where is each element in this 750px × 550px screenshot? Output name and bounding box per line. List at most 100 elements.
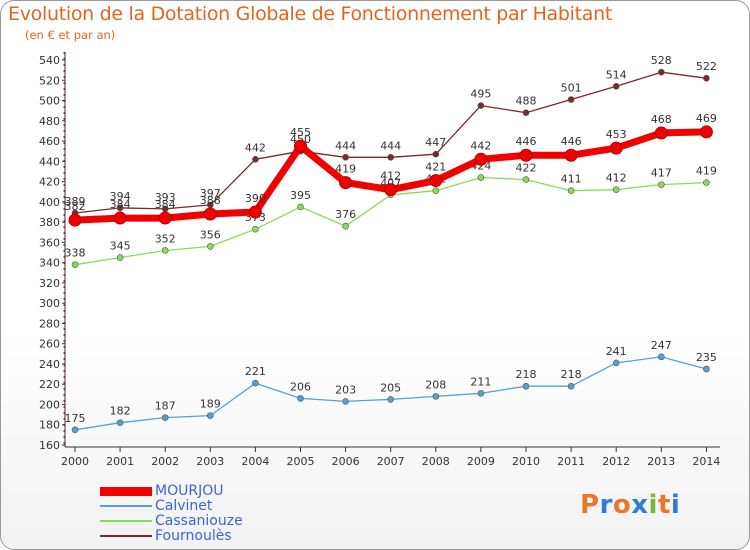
data-point: [387, 396, 395, 403]
data-label: 345: [110, 240, 131, 253]
data-label: 352: [155, 232, 176, 245]
data-label: 205: [380, 381, 401, 394]
data-point: [248, 205, 262, 219]
data-label: 388: [200, 194, 221, 207]
legend-label: Fournoulès: [155, 528, 232, 544]
data-point: [477, 102, 485, 109]
logo-letter: i: [648, 490, 658, 520]
data-point: [158, 211, 172, 225]
data-point: [522, 176, 530, 183]
data-label: 384: [110, 198, 131, 211]
data-label: 382: [65, 200, 86, 213]
data-point: [432, 150, 440, 158]
data-label: 189: [200, 398, 221, 411]
y-tick-label: 460: [39, 135, 60, 148]
y-tick-label: 400: [39, 196, 60, 209]
x-tick-label: 2004: [241, 455, 269, 468]
data-label: 495: [470, 88, 491, 101]
data-point: [609, 141, 623, 155]
legend-swatch: [100, 520, 152, 522]
data-label: 208: [425, 378, 446, 391]
data-point: [384, 183, 398, 197]
data-label: 455: [290, 126, 311, 139]
data-point: [612, 186, 620, 193]
data-point: [342, 222, 349, 230]
data-label: 206: [290, 380, 311, 393]
data-point: [474, 152, 488, 166]
data-point: [432, 187, 440, 194]
data-point: [703, 365, 710, 373]
data-point: [522, 382, 530, 390]
data-label: 447: [425, 136, 446, 149]
chart-title: Evolution de la Dotation Globale de Fonc…: [8, 3, 613, 25]
data-point: [657, 181, 665, 188]
data-point: [567, 96, 575, 103]
data-label: 235: [696, 351, 717, 364]
y-tick-label: 500: [39, 95, 60, 108]
y-tick-label: 440: [39, 155, 60, 168]
data-label: 417: [651, 167, 672, 180]
data-point: [477, 390, 485, 397]
data-label: 442: [245, 141, 266, 154]
data-label: 389: [65, 195, 86, 208]
x-tick-label: 2005: [287, 455, 315, 468]
data-point: [612, 83, 620, 90]
legend-swatch: [100, 505, 152, 507]
x-tick-label: 2014: [692, 455, 720, 468]
data-point: [342, 398, 349, 405]
data-label: 501: [561, 82, 582, 95]
data-label: 444: [380, 139, 401, 152]
data-label: 453: [606, 128, 627, 141]
proxiti-logo: Proxiti: [580, 490, 680, 520]
data-label: 241: [606, 345, 627, 358]
data-point: [294, 139, 307, 153]
y-tick-label: 520: [39, 74, 60, 87]
data-label: 394: [110, 190, 131, 203]
data-label: 376: [335, 208, 356, 221]
data-label: 446: [516, 135, 537, 148]
data-label: 468: [651, 113, 672, 126]
x-tick-label: 2002: [151, 455, 179, 468]
logo-letter: P: [580, 490, 600, 520]
legend-swatch: [100, 535, 152, 537]
data-label: 514: [606, 68, 627, 81]
x-tick-label: 2013: [647, 455, 675, 468]
data-label: 211: [470, 375, 491, 388]
y-tick-label: 540: [39, 54, 60, 67]
data-label: 444: [335, 139, 356, 152]
data-point: [477, 174, 485, 181]
y-tick-label: 280: [39, 317, 60, 330]
data-point: [252, 225, 259, 233]
legend-item: MOURJOU: [100, 483, 300, 499]
x-tick-label: 2003: [196, 455, 224, 468]
data-point: [297, 203, 304, 211]
data-label: 528: [651, 54, 672, 67]
data-point: [703, 74, 710, 82]
logo-letter: t: [657, 490, 671, 520]
data-point: [161, 247, 169, 254]
x-tick-label: 2001: [106, 455, 134, 468]
data-point: [429, 174, 443, 188]
data-label: 419: [335, 163, 356, 176]
data-point: [432, 393, 440, 400]
data-point: [252, 155, 259, 163]
data-label: 411: [561, 173, 582, 186]
data-label: 218: [516, 368, 537, 381]
legend-item: Cassaniouze: [100, 513, 300, 529]
data-point: [339, 176, 353, 190]
data-point: [387, 153, 395, 161]
y-tick-label: 480: [39, 115, 60, 128]
legend-swatch: [100, 487, 152, 496]
legend-label: Cassaniouze: [155, 513, 243, 529]
legend-item: Calvinet: [100, 498, 300, 514]
data-label: 421: [425, 161, 446, 174]
logo-letter: o: [612, 490, 632, 520]
x-tick-label: 2009: [467, 455, 495, 468]
data-label: 187: [155, 400, 176, 413]
data-label: 422: [516, 162, 537, 175]
y-tick-label: 220: [39, 378, 60, 391]
data-point: [564, 148, 578, 162]
data-label: 442: [470, 139, 491, 152]
data-point: [116, 419, 124, 427]
